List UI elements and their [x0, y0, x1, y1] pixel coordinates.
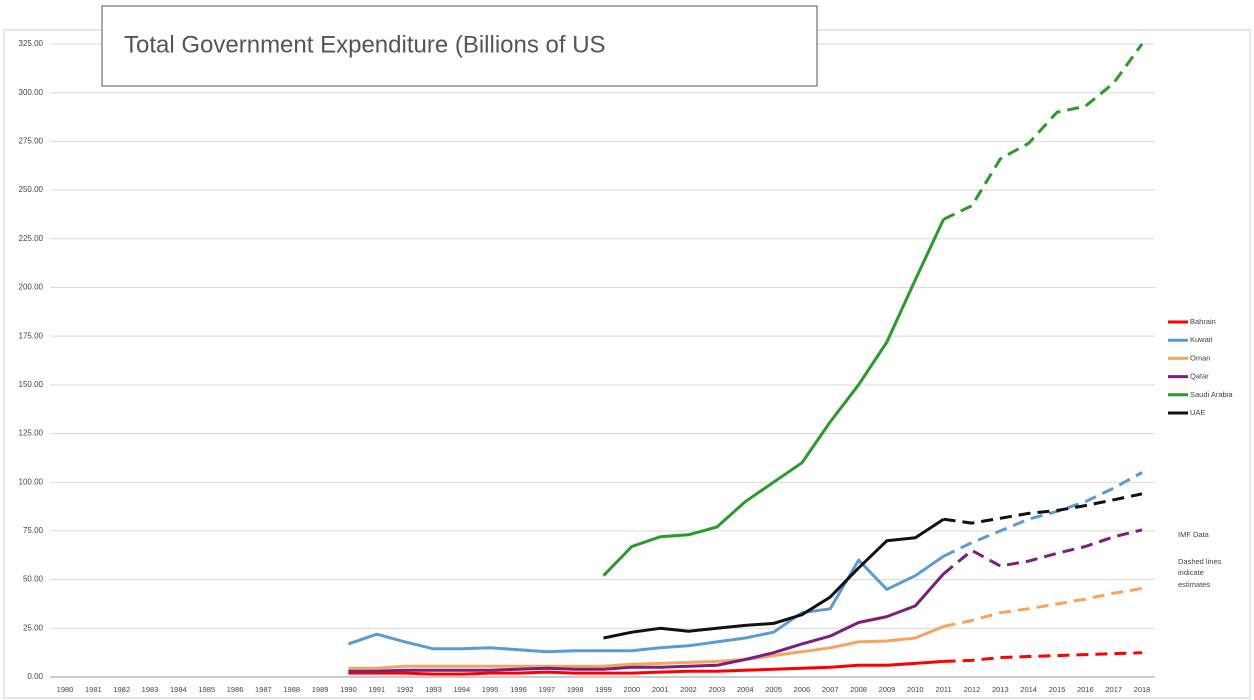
y-tick-label: 75.00: [23, 526, 44, 535]
annotation: Dashed lines: [1178, 557, 1222, 566]
x-tick-label: 2006: [794, 685, 811, 694]
x-tick-label: 2015: [1049, 685, 1066, 694]
x-tick-label: 2005: [765, 685, 782, 694]
annotation: IMF Data: [1178, 530, 1210, 539]
estimate-line: [943, 492, 1143, 525]
x-tick-label: 2012: [964, 685, 981, 694]
x-tick-label: 1991: [368, 685, 385, 694]
estimate-line: [942, 471, 1143, 558]
series-line: [348, 625, 945, 670]
estimate-line: [942, 528, 1143, 575]
annotation: indicate: [1178, 568, 1204, 577]
y-tick-label: 275.00: [19, 136, 44, 145]
x-tick-label: 2013: [992, 685, 1009, 694]
x-tick-label: 2011: [936, 685, 952, 694]
y-tick-label: 125.00: [19, 429, 44, 438]
x-tick-label: 2009: [879, 685, 896, 694]
plot-area: 0.00 25.00 50.00 75.00 100.00 125.00 150.00 175…: [19, 39, 1234, 694]
y-tick-label: 100.00: [19, 477, 44, 486]
y-tick-label: 25.00: [23, 623, 44, 632]
x-tick-label: 1990: [340, 685, 357, 694]
x-tick-label: 2001: [652, 685, 669, 694]
legend-label: Kuwait: [1190, 335, 1213, 344]
x-tick-label: 2010: [907, 685, 924, 694]
estimate-line: [942, 43, 1144, 221]
x-tick-label: 1980: [57, 685, 74, 694]
x-tick-label: 1984: [170, 685, 187, 694]
chart-frame: [3, 29, 1251, 699]
x-tick-label: 2008: [850, 685, 867, 694]
x-tick-label: 1986: [227, 685, 244, 694]
series-line: [348, 572, 945, 673]
x-tick-label: 1992: [397, 685, 414, 694]
x-tick-label: 2016: [1077, 685, 1094, 694]
y-tick-label: 50.00: [23, 575, 44, 584]
x-tick-label: 1987: [255, 685, 272, 694]
y-tick-label: 150.00: [19, 380, 44, 389]
x-tick-label: 2014: [1020, 685, 1037, 694]
y-tick-label: 175.00: [19, 331, 44, 340]
x-tick-label: 1996: [510, 685, 527, 694]
series-line: [602, 218, 945, 577]
x-tick-label: 1994: [453, 685, 470, 694]
x-tick-label: 1988: [283, 685, 300, 694]
x-tick-label: 2003: [709, 685, 726, 694]
y-tick-label: 300.00: [19, 88, 44, 97]
x-tick-label: 1993: [425, 685, 442, 694]
x-tick-label: 1982: [113, 685, 130, 694]
x-tick-label: 2004: [737, 685, 754, 694]
x-tick-label: 1998: [567, 685, 584, 694]
y-tick-label: 250.00: [19, 185, 44, 194]
chart-title: Total Government Expenditure (Billions o…: [124, 31, 606, 58]
legend-label: Bahrain: [1190, 317, 1216, 326]
x-tick-label: 1985: [198, 685, 215, 694]
legend-label: UAE: [1190, 408, 1205, 417]
y-tick-label: 200.00: [19, 283, 44, 292]
x-tick-label: 1999: [595, 685, 612, 694]
x-tick-label: 1983: [142, 685, 159, 694]
title-box: [101, 5, 818, 87]
x-tick-label: 1997: [538, 685, 555, 694]
x-tick-label: 2002: [680, 685, 697, 694]
annotation: estimates: [1178, 580, 1210, 589]
x-tick-label: 2017: [1105, 685, 1122, 694]
legend-label: Qatar: [1190, 372, 1209, 381]
x-tick-label: 2000: [623, 685, 640, 694]
estimate-line: [943, 651, 1143, 663]
series-line: [348, 659, 944, 676]
y-tick-label: 225.00: [19, 234, 44, 243]
x-tick-label: 1981: [85, 685, 102, 694]
legend-label: Saudi Arabia: [1190, 390, 1233, 399]
x-tick-label: 1995: [482, 685, 499, 694]
series-line: [603, 517, 945, 640]
y-tick-label: 325.00: [19, 39, 44, 48]
x-tick-label: 2018: [1134, 685, 1151, 694]
x-tick-label: 2007: [822, 685, 839, 694]
x-tick-label: 1989: [312, 685, 329, 694]
y-tick-label: 0.00: [27, 672, 43, 681]
estimate-line: [943, 586, 1143, 628]
legend-label: Oman: [1190, 353, 1210, 362]
